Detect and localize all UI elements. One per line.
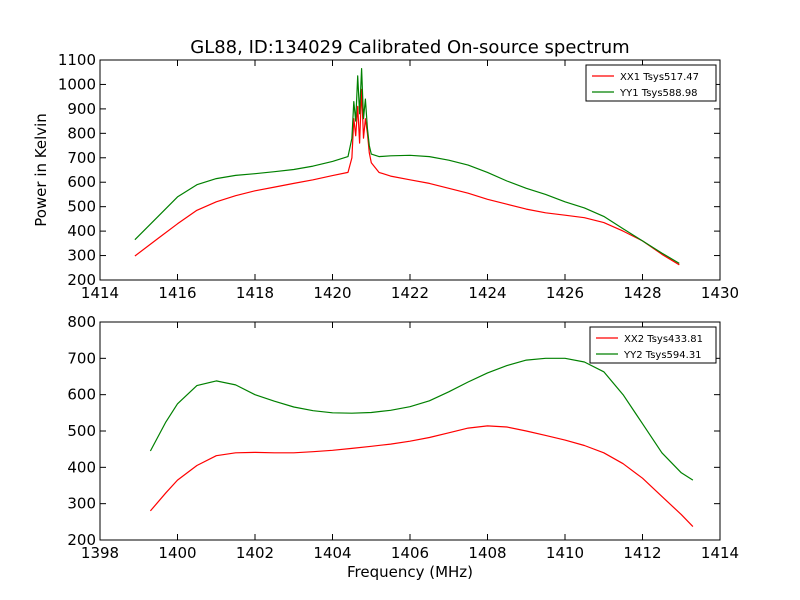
top-y-tick-label: 200 — [67, 271, 96, 289]
top-y-tick-label: 500 — [67, 198, 96, 216]
top-y-tick-label: 400 — [67, 222, 96, 240]
top-y-tick-label: 1100 — [58, 51, 96, 69]
top-y-tick-label: 600 — [67, 173, 96, 191]
bottom-y-tick-label: 700 — [67, 349, 96, 367]
y-axis-label-top: Power in Kelvin — [32, 113, 50, 227]
top-panel: 1414 1416 1418 1420 1422 1424 1426 1428 1430 200 3… — [58, 51, 739, 302]
top-series-line-1 — [134, 88, 680, 266]
bottom-y-tick-label: 800 — [67, 313, 96, 331]
top-x-tick-label: 1428 — [623, 284, 661, 302]
top-legend-label-1: XX1 Tsys517.47 — [620, 72, 699, 83]
top-legend-label-2: YY1 Tsys588.98 — [619, 88, 698, 99]
top-x-tick-label: 1424 — [468, 284, 506, 302]
bottom-y-tick-label: 400 — [67, 458, 96, 476]
chart-title: GL88, ID:134029 Calibrated On-source spe… — [190, 37, 629, 58]
top-legend — [585, 64, 717, 102]
bottom-x-tick-label: 1408 — [468, 544, 506, 562]
bottom-x-tick-label: 1404 — [313, 544, 351, 562]
bottom-x-tick-label: 1412 — [623, 544, 661, 562]
bottom-x-tick-label: 1402 — [236, 544, 274, 562]
bottom-x-tick-label: 1400 — [158, 544, 196, 562]
top-x-tick-label: 1414 — [81, 284, 119, 302]
bottom-x-tick-label: 1414 — [701, 544, 739, 562]
bottom-y-tick-label: 200 — [67, 531, 96, 549]
top-x-tick-label: 1426 — [546, 284, 584, 302]
top-y-tick-label: 300 — [67, 247, 96, 265]
bottom-legend-label-2: YY2 Tsys594.31 — [623, 350, 702, 361]
bottom-y-tick-label: 300 — [67, 495, 96, 513]
bottom-x-tick-label: 1398 — [81, 544, 119, 562]
top-series-line-2 — [134, 68, 680, 264]
bottom-panel: 1398 1400 1402 1404 1406 1408 1410 1412 1414 200 3… — [67, 313, 739, 562]
top-x-tick-label: 1420 — [313, 284, 351, 302]
top-y-tick-label: 900 — [67, 100, 96, 118]
x-axis-label-bottom: Frequency (MHz) — [347, 563, 473, 581]
bottom-x-tick-label: 1406 — [391, 544, 429, 562]
top-x-tick-label: 1416 — [158, 284, 196, 302]
top-y-tick-label: 1000 — [58, 75, 96, 93]
top-y-tick-label: 800 — [67, 124, 96, 142]
bottom-y-tick-label: 500 — [67, 422, 96, 440]
bottom-x-tick-label: 1410 — [546, 544, 584, 562]
top-y-tick-label: 700 — [67, 149, 96, 167]
bottom-y-tick-label: 600 — [67, 386, 96, 404]
bottom-legend — [589, 326, 717, 364]
top-x-tick-label: 1418 — [236, 284, 274, 302]
bottom-legend-label-1: XX2 Tsys433.81 — [624, 334, 703, 345]
bottom-series-line-1 — [149, 425, 694, 528]
bottom-series-line-2 — [149, 357, 694, 481]
top-x-tick-label: 1422 — [391, 284, 429, 302]
top-x-tick-label: 1430 — [701, 284, 739, 302]
